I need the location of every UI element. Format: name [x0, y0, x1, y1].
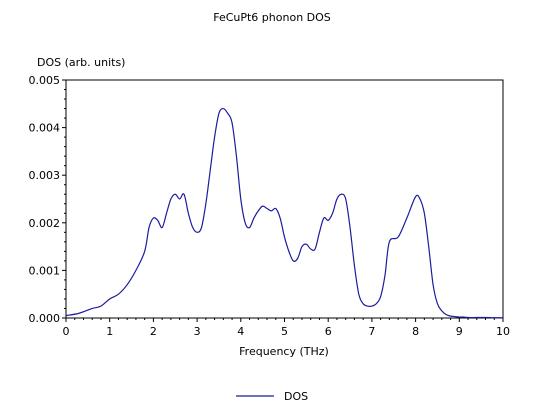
- series-layer: [65, 107, 504, 319]
- chart-title: FeCuPt6 phonon DOS: [213, 11, 331, 24]
- x-tick-label: 8: [412, 325, 419, 338]
- x-tick-label: 2: [150, 325, 157, 338]
- x-axis-ticks: 0 1 2 3 4 5 6 7 8 9 10: [63, 318, 510, 338]
- x-axis-label: Frequency (THz): [239, 345, 329, 358]
- y-tick-label: 0.005: [29, 74, 61, 87]
- x-tick-label: 4: [237, 325, 244, 338]
- x-tick-label: 1: [106, 325, 113, 338]
- x-tick-label: 7: [368, 325, 375, 338]
- x-tick-label: 10: [496, 325, 510, 338]
- y-tick-label: 0.002: [29, 217, 61, 230]
- y-tick-label: 0.004: [29, 122, 61, 135]
- x-tick-label: 5: [281, 325, 288, 338]
- y-axis-label: DOS (arb. units): [37, 56, 125, 69]
- y-axis-ticks: 0.000 0.001 0.002 0.003 0.004 0.005: [29, 74, 66, 325]
- y-tick-label: 0.001: [29, 264, 61, 277]
- x-tick-label: 3: [194, 325, 201, 338]
- x-tick-label: 6: [325, 325, 332, 338]
- plot-frame: [65, 79, 504, 319]
- legend: DOS: [236, 390, 308, 403]
- plot-area: 0.000 0.001 0.002 0.003 0.004 0.005 0 1 2 3 4 5 6 7 8…: [29, 74, 511, 338]
- legend-label-dos: DOS: [284, 390, 308, 403]
- x-tick-label: 0: [63, 325, 70, 338]
- y-tick-label: 0.000: [29, 312, 61, 325]
- x-tick-label: 9: [456, 325, 463, 338]
- series-line-dos: [65, 107, 504, 319]
- y-tick-label: 0.003: [29, 169, 61, 182]
